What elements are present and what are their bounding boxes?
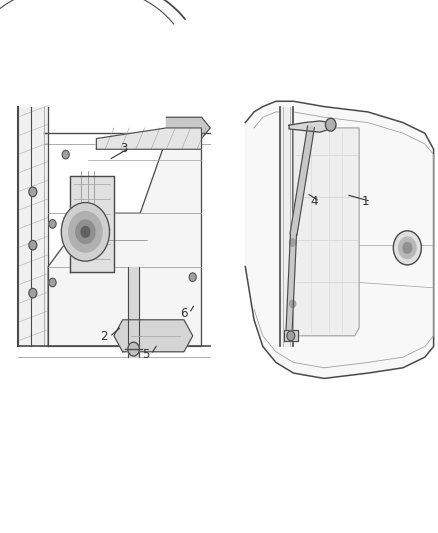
Text: 4: 4 — [311, 195, 318, 208]
Circle shape — [81, 227, 90, 237]
Circle shape — [325, 118, 336, 131]
Polygon shape — [114, 320, 193, 352]
Circle shape — [287, 331, 295, 341]
Polygon shape — [289, 121, 331, 132]
Circle shape — [399, 237, 416, 259]
Circle shape — [290, 239, 296, 246]
Circle shape — [393, 231, 421, 265]
Circle shape — [29, 288, 37, 298]
Circle shape — [61, 203, 110, 261]
Polygon shape — [96, 128, 201, 149]
Circle shape — [128, 342, 139, 356]
Text: 6: 6 — [180, 307, 188, 320]
Circle shape — [76, 220, 95, 244]
Polygon shape — [18, 107, 48, 346]
Polygon shape — [70, 176, 114, 272]
Polygon shape — [128, 266, 139, 357]
Circle shape — [69, 212, 102, 252]
Polygon shape — [290, 126, 314, 236]
Circle shape — [49, 220, 56, 228]
Polygon shape — [286, 235, 297, 330]
Circle shape — [29, 187, 37, 197]
Circle shape — [290, 300, 296, 308]
Polygon shape — [48, 139, 201, 346]
Circle shape — [403, 243, 412, 253]
Text: 3: 3 — [120, 142, 127, 155]
Circle shape — [49, 278, 56, 287]
Polygon shape — [280, 107, 293, 346]
Polygon shape — [245, 101, 434, 378]
Circle shape — [189, 273, 196, 281]
Text: 5: 5 — [142, 348, 149, 361]
Text: 1: 1 — [362, 195, 370, 208]
Circle shape — [62, 150, 69, 159]
Circle shape — [29, 240, 37, 250]
Polygon shape — [293, 128, 359, 336]
Text: 2: 2 — [100, 330, 108, 343]
Polygon shape — [284, 330, 298, 341]
Polygon shape — [166, 117, 210, 139]
